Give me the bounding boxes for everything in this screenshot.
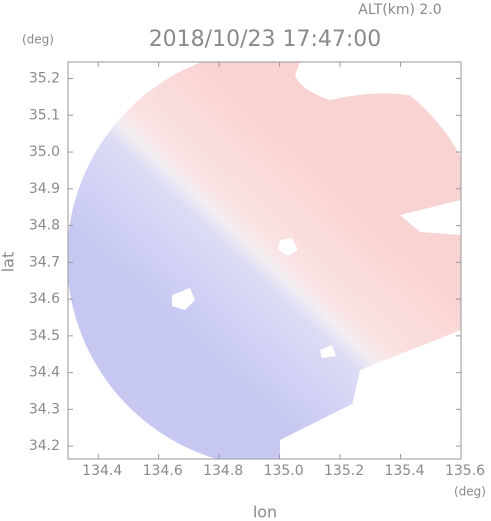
y-tick-label: 34.4 (29, 365, 60, 381)
no-echo (400, 200, 461, 235)
y-tick-label: 34.6 (29, 291, 60, 307)
y-tick-label: 34.2 (29, 438, 60, 454)
plot-frame (67, 61, 462, 460)
no-echo (295, 62, 461, 120)
y-tick-label: 34.8 (29, 218, 60, 234)
no-echo (340, 330, 461, 459)
x-tick-label: 135.6 (445, 463, 485, 479)
y-tick-label: 34.5 (29, 328, 60, 344)
y-axis-label: lat (0, 252, 18, 273)
x-tick-label: 134.4 (82, 463, 122, 479)
x-tick-label: 135.0 (264, 463, 304, 479)
y-tick-label: 35.2 (29, 71, 60, 87)
x-unit: (deg) (454, 485, 486, 499)
y-tick-label: 34.7 (29, 254, 60, 270)
x-tick-label: 134.6 (143, 463, 183, 479)
x-tick-label: 134.8 (203, 463, 243, 479)
chart-title: 2018/10/23 17:47:00 (149, 27, 382, 52)
radar-field (68, 62, 461, 459)
no-echo (278, 238, 298, 256)
x-axis-label: lon (253, 503, 277, 521)
y-tick-label: 34.9 (29, 181, 60, 197)
no-echo (172, 288, 195, 310)
no-echo (320, 345, 336, 358)
no-echo (280, 400, 360, 459)
x-tick-label: 135.2 (324, 463, 364, 479)
echo-area (68, 62, 461, 459)
x-tick-label: 135.4 (384, 463, 424, 479)
subtitle: ALT(km) 2.0 (358, 2, 441, 18)
y-tick-label: 35.0 (29, 144, 60, 160)
y-unit: (deg) (22, 33, 54, 47)
y-tick-label: 35.1 (29, 107, 60, 123)
y-tick-label: 34.3 (29, 401, 60, 417)
